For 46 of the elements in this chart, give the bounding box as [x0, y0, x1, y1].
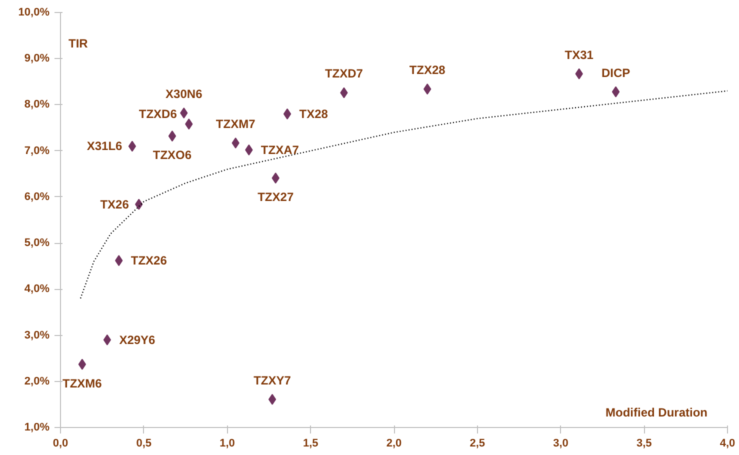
x-tick-label: 0,5: [136, 438, 152, 450]
annotation: TZXM6: [62, 376, 102, 390]
point: [612, 86, 620, 98]
y-tick-label: 1,0%: [24, 422, 50, 434]
point: [128, 140, 136, 152]
y-tick-label: 8,0%: [24, 98, 50, 111]
point: [103, 334, 112, 346]
annotation: TX28: [299, 106, 328, 121]
x-tick-label: 1,5: [302, 438, 318, 450]
line-series: [80, 90, 728, 299]
annotation: TZXA7: [260, 142, 300, 157]
y-tick-label: 6,0%: [24, 190, 50, 203]
y-tick-label: 9,0%: [24, 52, 50, 65]
annotation: TZXD6: [138, 107, 178, 122]
annotation: TX26: [100, 197, 130, 212]
annotation: X31L6: [86, 139, 123, 154]
x-tick-label: 0,0: [52, 438, 68, 450]
annotation: TZXO6: [152, 148, 192, 162]
x-axis-title: Modified Duration: [606, 406, 708, 420]
y-axis-title: TIR: [68, 36, 88, 50]
annotation: TZX28: [409, 63, 446, 78]
annotation: TZX26: [130, 254, 168, 268]
annotation: TX31: [564, 48, 594, 62]
y-tick-label: 2,0%: [24, 375, 50, 388]
annotation: TZXM7: [216, 116, 256, 131]
x-tick-label: 2,5: [470, 438, 486, 450]
x-tick-label: 3,5: [636, 438, 652, 450]
y-tick-label: 4,0%: [24, 283, 50, 296]
point: [168, 130, 176, 142]
y-tick-label: 10,0%: [18, 6, 50, 18]
y-tick-label: 3,0%: [24, 329, 50, 342]
x-tick-label: 3,0: [553, 438, 568, 450]
x-tick-label: 1,0: [220, 438, 235, 450]
annotation: X29Y6: [119, 332, 156, 347]
point: [283, 108, 292, 120]
x-tick-label: 4,0: [720, 438, 736, 450]
y-tick-label: 7,0%: [24, 144, 50, 157]
annotation: TZXD7: [324, 66, 364, 81]
x-tick-label: 2,0: [386, 438, 402, 450]
annotation: DICP: [601, 66, 630, 80]
point: [78, 358, 86, 370]
annotation: TZX27: [258, 190, 294, 204]
annotation: TZXY7: [254, 373, 292, 388]
point: [268, 394, 276, 405]
y-tick-label: 5,0%: [24, 237, 50, 250]
annotation: X30N6: [166, 87, 203, 102]
